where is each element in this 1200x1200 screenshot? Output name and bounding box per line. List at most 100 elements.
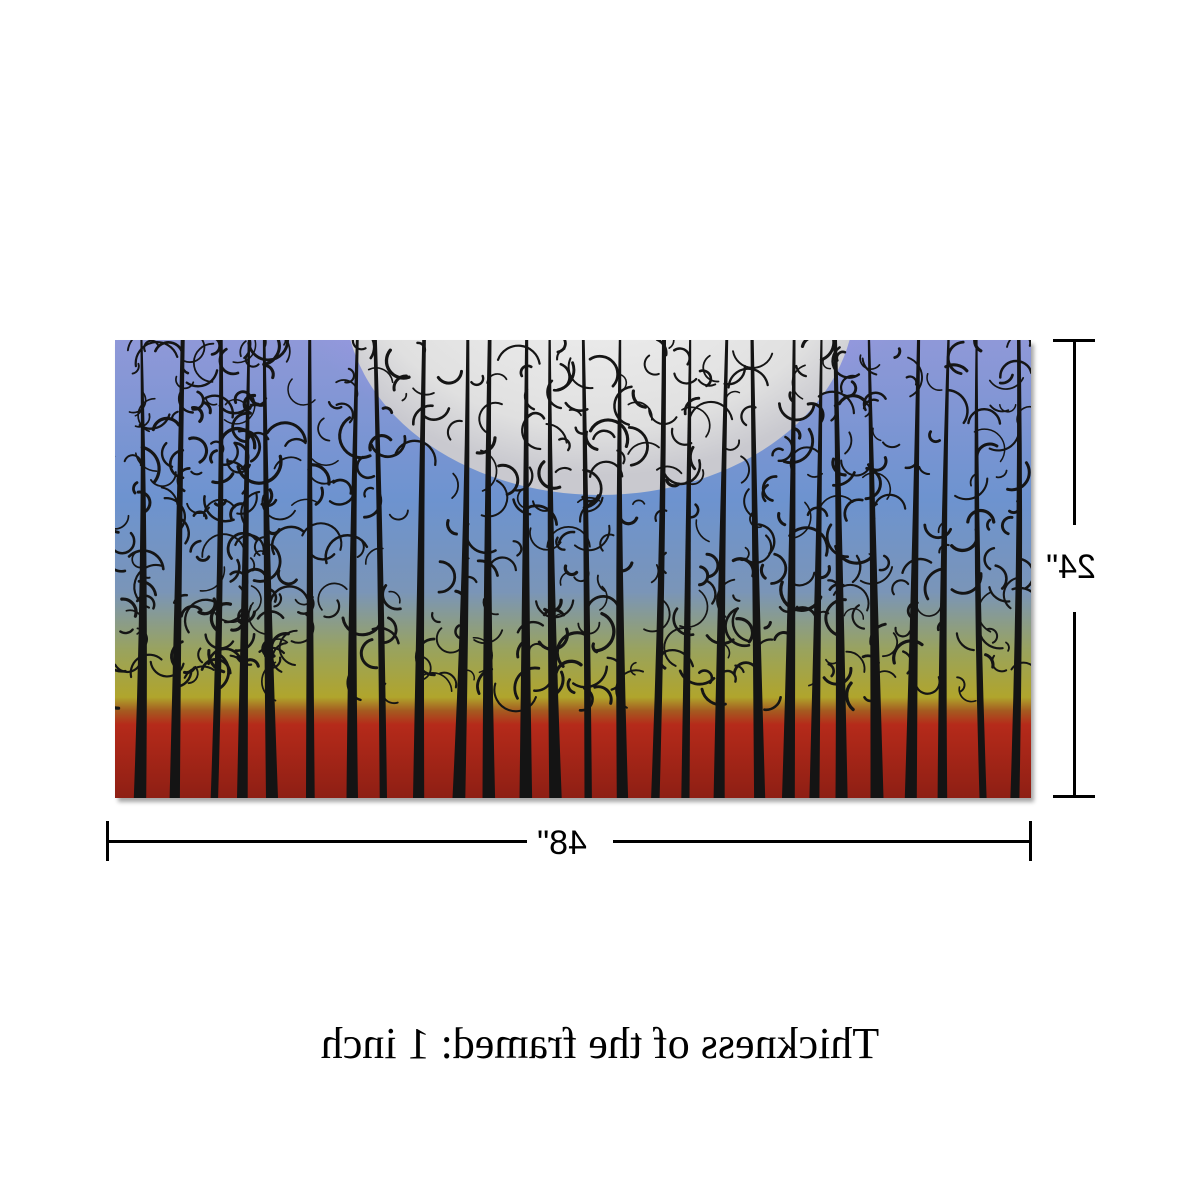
- branch-swirl: [928, 430, 941, 444]
- branch-swirl: [989, 404, 1010, 413]
- tree-trunk: [262, 340, 278, 798]
- branch-swirl: [119, 628, 134, 635]
- height-dimension-line-bottom: [1073, 612, 1076, 798]
- branch-swirl: [593, 685, 613, 705]
- branch-swirl: [115, 668, 127, 673]
- branch-swirl: [248, 402, 262, 410]
- branch-swirl: [126, 340, 134, 352]
- branch-swirl: [966, 508, 996, 524]
- branch-swirl: [1005, 641, 1010, 652]
- branch-swirl: [827, 662, 835, 678]
- branch-swirl: [131, 362, 140, 375]
- tree-trunk: [169, 340, 185, 798]
- branch-swirl: [261, 494, 296, 521]
- branch-swirl: [264, 363, 275, 380]
- branch-swirl: [678, 669, 716, 686]
- branch-swirl: [632, 499, 646, 506]
- branch-swirl: [734, 664, 745, 674]
- branch-swirl: [371, 626, 400, 645]
- branch-swirl: [437, 560, 457, 594]
- branch-swirl: [115, 531, 136, 555]
- width-dimension-label: 48": [537, 824, 587, 862]
- branch-swirl: [134, 413, 151, 428]
- tree-trunk: [651, 340, 667, 798]
- painting-canvas: [115, 340, 1031, 798]
- branch-swirl: [591, 642, 599, 654]
- branch-swirl: [270, 525, 305, 556]
- tree-trunk: [373, 340, 387, 798]
- branch-swirl: [1006, 461, 1031, 492]
- branch-swirl: [984, 653, 995, 669]
- branch-swirl: [115, 529, 120, 534]
- branch-swirl: [817, 390, 855, 415]
- tree-trunk: [867, 340, 884, 798]
- branch-swirl: [627, 441, 660, 455]
- branch-swirl: [252, 543, 282, 583]
- branch-swirl: [566, 678, 576, 695]
- branch-swirl: [872, 427, 882, 442]
- branch-swirl: [478, 401, 503, 434]
- branch-swirl: [631, 389, 647, 409]
- branch-swirl: [497, 463, 520, 496]
- width-dimension-line-right: [613, 840, 1031, 843]
- branch-swirl: [681, 406, 711, 438]
- branch-swirl: [983, 546, 996, 571]
- branch-swirl: [723, 364, 747, 386]
- branch-swirl: [923, 523, 952, 540]
- tree-trunk: [133, 340, 147, 798]
- tree-trunk: [809, 340, 823, 798]
- branch-swirl: [327, 401, 343, 410]
- branch-swirl: [956, 676, 966, 693]
- branch-swirl: [725, 439, 741, 451]
- branch-swirl: [759, 563, 767, 580]
- branch-swirl: [643, 354, 660, 376]
- branch-swirl: [882, 632, 899, 658]
- branch-swirl: [285, 340, 291, 363]
- branch-swirl: [488, 556, 517, 572]
- branch-swirl: [926, 373, 943, 391]
- branch-swirl: [946, 388, 969, 425]
- branch-swirl: [593, 611, 616, 653]
- branch-swirl: [955, 632, 975, 652]
- branch-swirl: [220, 443, 239, 466]
- branch-swirl: [554, 466, 572, 474]
- branch-swirl: [207, 648, 226, 674]
- branch-swirl: [529, 527, 562, 551]
- branch-swirl: [576, 496, 601, 504]
- branch-swirl: [731, 608, 752, 643]
- branch-swirl: [795, 364, 808, 378]
- branch-swirl: [197, 647, 204, 664]
- branch-swirl: [994, 564, 1008, 590]
- branch-swirl: [643, 599, 671, 633]
- tree-trunk: [210, 340, 224, 798]
- branch-swirl: [724, 607, 751, 648]
- branch-swirl: [663, 627, 692, 667]
- branch-swirl: [388, 590, 401, 604]
- branch-swirl: [793, 427, 802, 440]
- branch-swirl: [664, 649, 695, 668]
- branch-swirl: [470, 374, 485, 387]
- width-dimension-line-left: [107, 840, 527, 843]
- branch-swirl: [819, 340, 836, 362]
- tree-trunks: [133, 340, 1023, 798]
- branch-swirl: [950, 572, 983, 595]
- branch-swirl: [851, 554, 862, 584]
- branch-swirl: [170, 410, 179, 421]
- branch-swirl: [317, 582, 348, 611]
- branch-swirl: [423, 407, 451, 421]
- branch-swirl: [356, 540, 365, 558]
- branch-swirl: [723, 643, 731, 659]
- branch-swirl: [446, 419, 463, 441]
- branch-swirl: [392, 374, 408, 392]
- branch-swirl: [115, 568, 127, 573]
- branch-swirl: [777, 511, 787, 527]
- branch-swirl: [273, 456, 302, 470]
- branch-swirl: [697, 379, 717, 387]
- branch-swirl: [382, 616, 398, 644]
- branch-swirl: [249, 557, 256, 572]
- branch-swirl: [317, 417, 331, 442]
- branch-swirl: [151, 416, 181, 432]
- branch-swirl: [262, 340, 281, 366]
- branch-swirl: [655, 465, 683, 475]
